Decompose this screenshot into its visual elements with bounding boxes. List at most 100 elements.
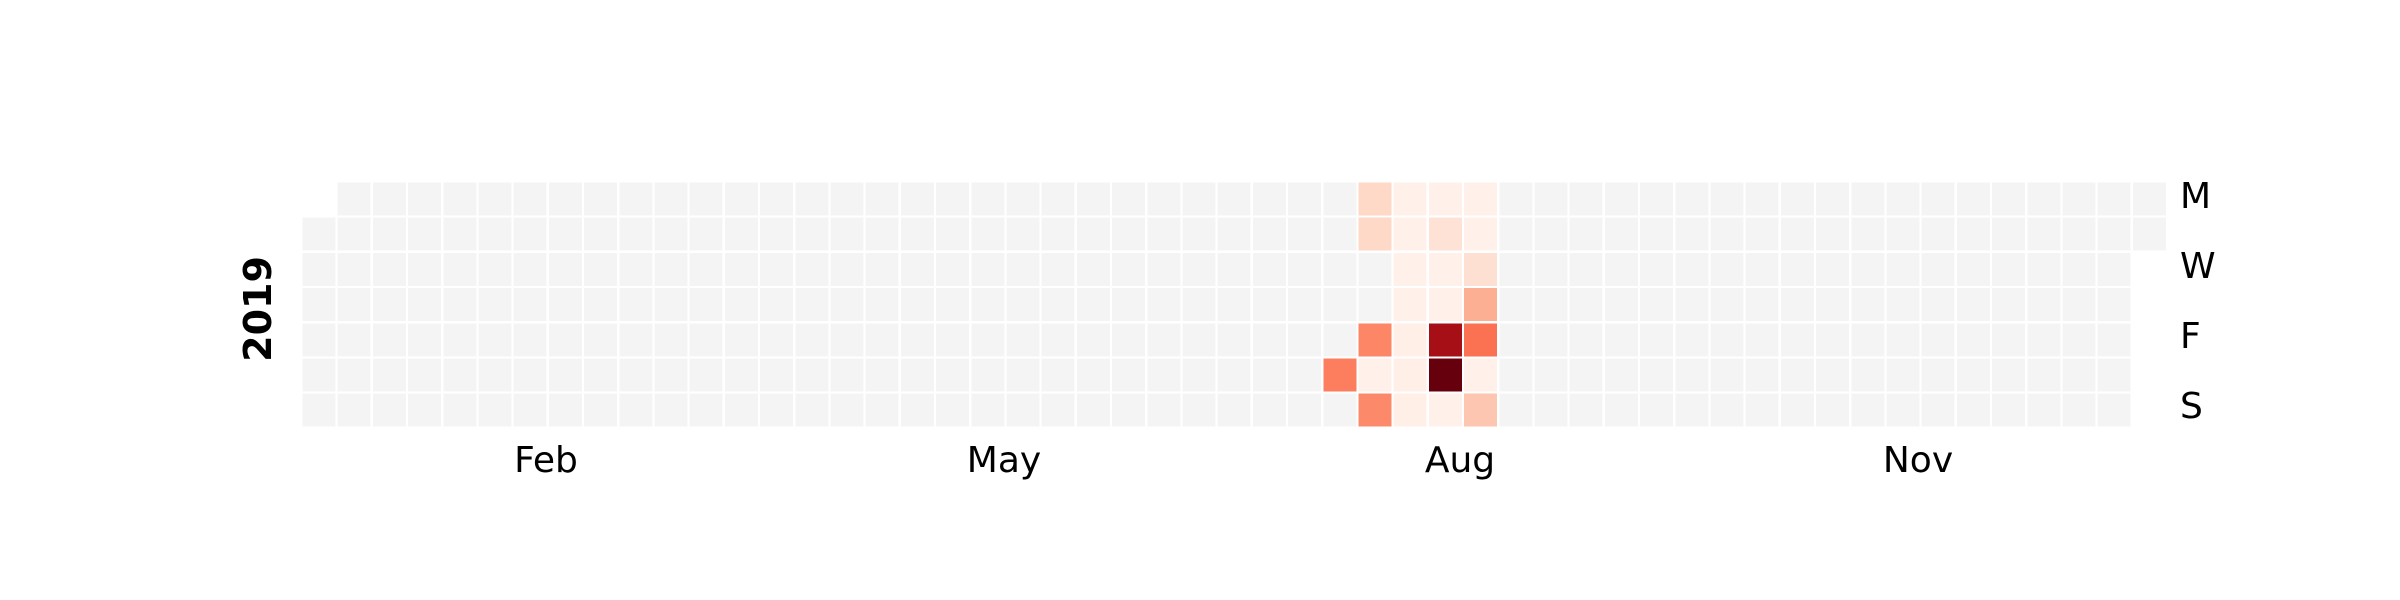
day-cell (1217, 182, 1251, 216)
day-cell (513, 358, 547, 392)
day-cell (443, 217, 477, 251)
day-cell (1252, 358, 1286, 392)
day-cell (408, 288, 442, 322)
day-cell (337, 323, 371, 357)
month-label-may: May (967, 440, 1041, 481)
day-cell (1886, 182, 1920, 216)
day-cell (865, 182, 899, 216)
day-cell (1393, 323, 1427, 357)
day-cell (1956, 323, 1990, 357)
day-cell (1816, 217, 1850, 251)
day-cell (971, 252, 1005, 286)
day-cell (1464, 252, 1498, 286)
day-cell (1780, 323, 1814, 357)
day-cell (795, 323, 829, 357)
day-cell (1393, 182, 1427, 216)
day-cell (1745, 217, 1779, 251)
day-cell (654, 288, 688, 322)
day-cell (478, 288, 512, 322)
day-cell (900, 288, 934, 322)
day-cell (2097, 252, 2131, 286)
day-cell (936, 217, 970, 251)
day-cell (1569, 393, 1603, 427)
day-cell (443, 358, 477, 392)
day-cell (1112, 288, 1146, 322)
day-cell (1604, 182, 1638, 216)
day-cell (830, 252, 864, 286)
month-labels: Feb May Aug Nov (514, 440, 1953, 481)
day-cell (1816, 358, 1850, 392)
month-label-feb: Feb (514, 440, 578, 481)
day-cell (302, 288, 336, 322)
day-cell (1992, 252, 2026, 286)
day-cell (1182, 358, 1216, 392)
day-cell (760, 288, 794, 322)
day-cell (830, 182, 864, 216)
day-cell (1499, 393, 1533, 427)
day-cell (1534, 358, 1568, 392)
day-cell (1358, 358, 1392, 392)
day-cell (1076, 288, 1110, 322)
day-cell (548, 323, 582, 357)
day-cell (1288, 217, 1322, 251)
day-cell (689, 182, 723, 216)
day-cell (1499, 252, 1533, 286)
day-cell (1675, 288, 1709, 322)
day-cell (478, 217, 512, 251)
day-cell (2097, 358, 2131, 392)
day-cell (830, 393, 864, 427)
day-cell (372, 252, 406, 286)
day-cell (936, 393, 970, 427)
day-cell (1886, 252, 1920, 286)
day-cell (971, 358, 1005, 392)
day-cell (654, 393, 688, 427)
day-cell (443, 288, 477, 322)
day-cell (1147, 393, 1181, 427)
day-cell (936, 288, 970, 322)
day-cell (1569, 323, 1603, 357)
day-cell (1006, 358, 1040, 392)
day-cell (1851, 393, 1885, 427)
day-cell (724, 288, 758, 322)
day-cell (1428, 393, 1462, 427)
day-cell (2097, 217, 2131, 251)
day-cell (1464, 182, 1498, 216)
day-cell (1992, 288, 2026, 322)
day-cell (619, 393, 653, 427)
day-cell (1217, 393, 1251, 427)
day-cell (1816, 288, 1850, 322)
day-cell (936, 252, 970, 286)
day-cell (1006, 182, 1040, 216)
day-cell (1640, 217, 1674, 251)
day-label-friday: F (2180, 316, 2201, 357)
day-cell (584, 358, 618, 392)
month-label-nov: Nov (1883, 440, 1953, 481)
day-cell (936, 358, 970, 392)
day-cell (513, 288, 547, 322)
day-labels: M W F S (2180, 176, 2216, 427)
day-cell (795, 217, 829, 251)
day-cell (1464, 217, 1498, 251)
day-cell (1780, 217, 1814, 251)
day-cell (760, 182, 794, 216)
day-cell (900, 217, 934, 251)
day-cell (1640, 182, 1674, 216)
day-cell (1076, 393, 1110, 427)
day-cell (724, 217, 758, 251)
day-cell (1288, 323, 1322, 357)
day-cell (1006, 217, 1040, 251)
day-cell (689, 393, 723, 427)
day-cell (1006, 323, 1040, 357)
day-cell (1710, 393, 1744, 427)
day-cell (1534, 393, 1568, 427)
day-cell (1992, 182, 2026, 216)
day-cell (654, 358, 688, 392)
day-cell (1323, 393, 1357, 427)
day-cell (1921, 358, 1955, 392)
day-cell (1217, 288, 1251, 322)
day-cell (408, 217, 442, 251)
day-cell (1252, 288, 1286, 322)
day-label-wednesday: W (2180, 246, 2216, 287)
day-cell (337, 358, 371, 392)
